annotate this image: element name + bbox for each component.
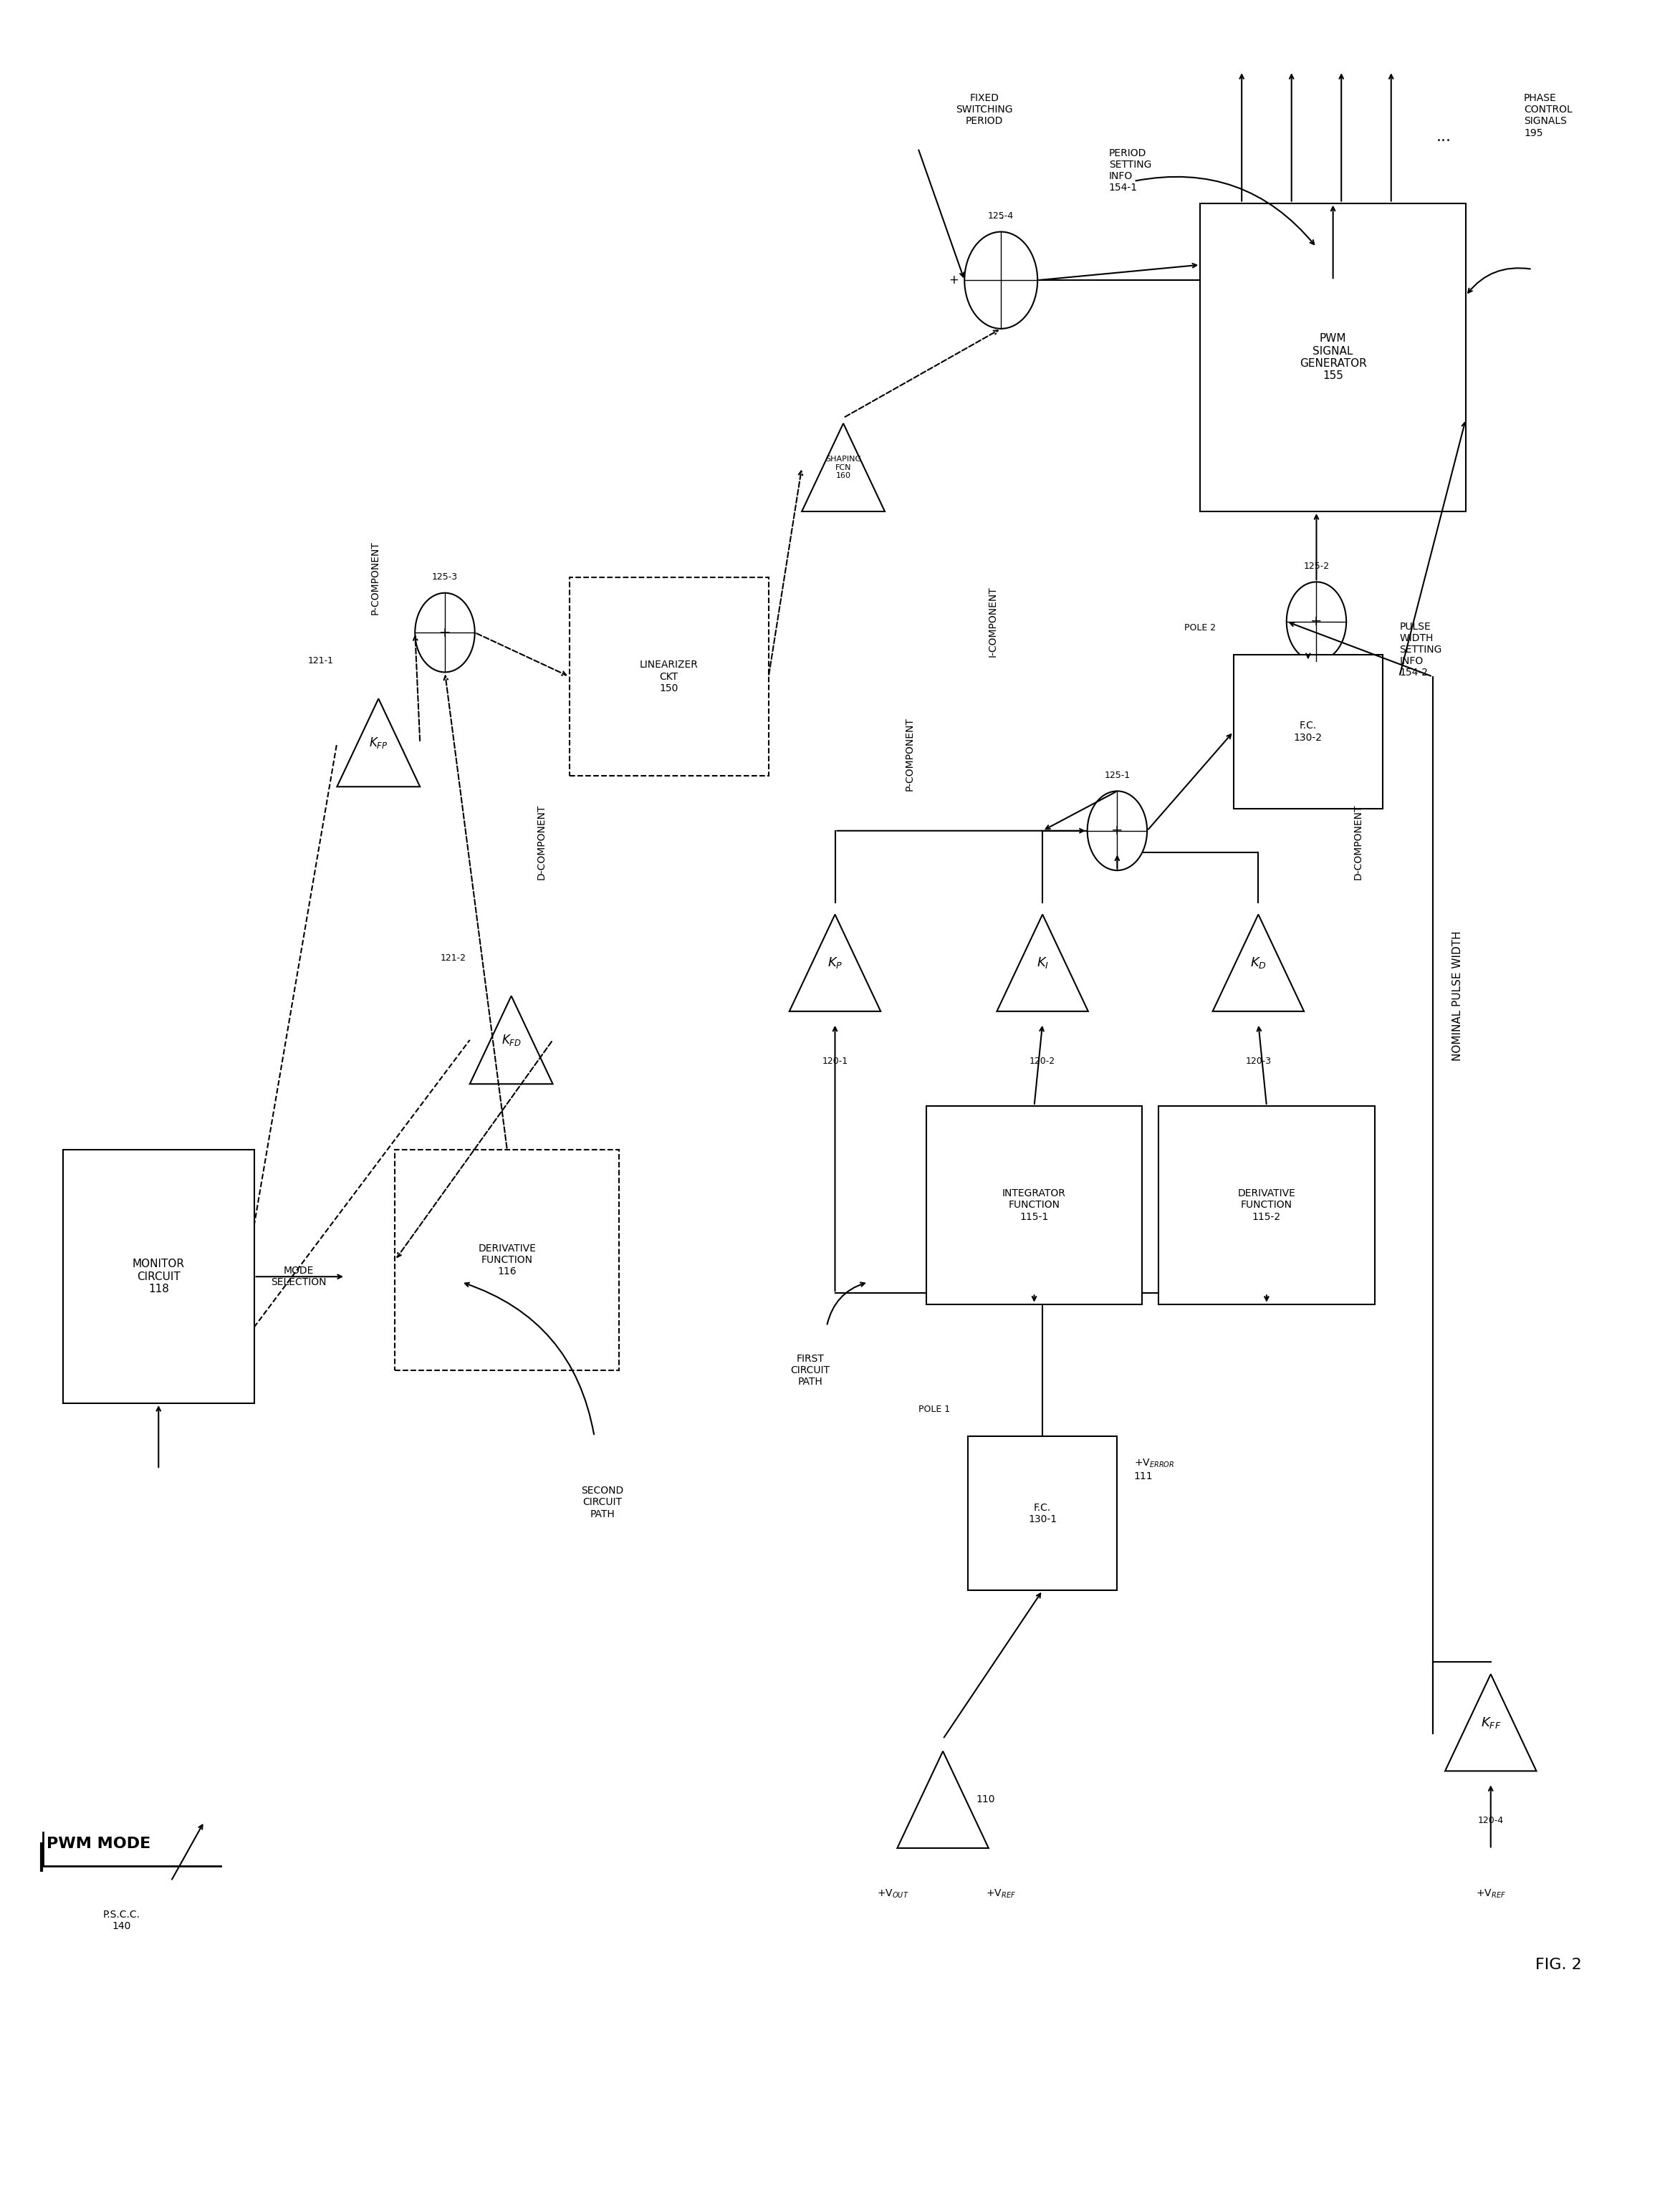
Text: 120-3: 120-3 <box>1246 1057 1271 1066</box>
Text: MONITOR
CIRCUIT
118: MONITOR CIRCUIT 118 <box>132 1259 185 1294</box>
Text: +: + <box>439 626 451 639</box>
Polygon shape <box>337 699 419 787</box>
Text: DERIVATIVE
FUNCTION
116: DERIVATIVE FUNCTION 116 <box>478 1243 536 1276</box>
Text: -: - <box>999 210 1004 223</box>
Text: +: + <box>1311 615 1323 628</box>
Text: MODE
SELECTION: MODE SELECTION <box>271 1265 326 1287</box>
Text: PWM
SIGNAL
GENERATOR
155: PWM SIGNAL GENERATOR 155 <box>1299 334 1366 380</box>
Text: PHASE
CONTROL
SIGNALS
195: PHASE CONTROL SIGNALS 195 <box>1525 93 1573 137</box>
Polygon shape <box>802 422 885 511</box>
Text: FIRST
CIRCUIT
PATH: FIRST CIRCUIT PATH <box>790 1354 830 1387</box>
Text: 120-4: 120-4 <box>1478 1816 1503 1825</box>
Text: $K_P$: $K_P$ <box>827 956 843 971</box>
Text: INTEGRATOR
FUNCTION
115-1: INTEGRATOR FUNCTION 115-1 <box>1002 1188 1065 1221</box>
Text: PERIOD
SETTING
INFO
154-1: PERIOD SETTING INFO 154-1 <box>1109 148 1151 192</box>
Text: I-COMPONENT: I-COMPONENT <box>987 586 997 657</box>
Text: ...: ... <box>1436 131 1451 144</box>
Text: $K_I$: $K_I$ <box>1037 956 1049 971</box>
Polygon shape <box>1212 914 1304 1011</box>
Text: POLE 1: POLE 1 <box>919 1405 950 1413</box>
Text: $K_{FF}$: $K_{FF}$ <box>1481 1717 1501 1730</box>
Text: 121-2: 121-2 <box>441 953 466 962</box>
FancyBboxPatch shape <box>63 1150 254 1402</box>
Text: +V$_{ERROR}$
111: +V$_{ERROR}$ 111 <box>1134 1458 1174 1482</box>
Circle shape <box>1087 792 1147 869</box>
Text: P-COMPONENT: P-COMPONENT <box>371 540 381 615</box>
Text: +V$_{REF}$: +V$_{REF}$ <box>985 1887 1015 1900</box>
Text: NOMINAL PULSE WIDTH: NOMINAL PULSE WIDTH <box>1453 931 1463 1062</box>
Polygon shape <box>790 914 880 1011</box>
Polygon shape <box>1445 1674 1536 1772</box>
Polygon shape <box>997 914 1089 1011</box>
Text: D-COMPONENT: D-COMPONENT <box>1353 803 1363 880</box>
Polygon shape <box>897 1752 989 1847</box>
FancyBboxPatch shape <box>569 577 768 776</box>
Text: FIXED
SWITCHING
PERIOD: FIXED SWITCHING PERIOD <box>955 93 1014 126</box>
FancyBboxPatch shape <box>1234 655 1383 810</box>
Text: PWM MODE: PWM MODE <box>47 1836 150 1851</box>
Text: PULSE
WIDTH
SETTING
INFO
154-2: PULSE WIDTH SETTING INFO 154-2 <box>1399 622 1441 679</box>
Text: 110: 110 <box>975 1794 995 1805</box>
Text: 125-2: 125-2 <box>1304 562 1329 571</box>
Text: F.C.
130-2: F.C. 130-2 <box>1294 721 1323 743</box>
FancyBboxPatch shape <box>927 1106 1142 1305</box>
Text: $K_{FD}$: $K_{FD}$ <box>501 1033 521 1046</box>
FancyBboxPatch shape <box>1201 204 1466 511</box>
Text: F.C.
130-1: F.C. 130-1 <box>1029 1502 1057 1524</box>
FancyBboxPatch shape <box>969 1436 1117 1590</box>
Text: LINEARIZER
CKT
150: LINEARIZER CKT 150 <box>640 659 698 692</box>
Text: SHAPING
FCN
160: SHAPING FCN 160 <box>825 456 862 480</box>
Text: POLE 2: POLE 2 <box>1184 624 1216 633</box>
Circle shape <box>1286 582 1346 661</box>
Text: FIG. 2: FIG. 2 <box>1536 1958 1581 1971</box>
Text: +: + <box>1111 823 1124 838</box>
Text: 121-1: 121-1 <box>307 657 334 666</box>
Circle shape <box>416 593 474 672</box>
Text: $K_{FP}$: $K_{FP}$ <box>369 737 387 750</box>
Text: $K_D$: $K_D$ <box>1251 956 1266 971</box>
Text: P-COMPONENT: P-COMPONENT <box>905 717 915 790</box>
Text: 120-1: 120-1 <box>822 1057 848 1066</box>
Text: +V$_{OUT}$: +V$_{OUT}$ <box>877 1887 908 1900</box>
Text: SECOND
CIRCUIT
PATH: SECOND CIRCUIT PATH <box>581 1486 625 1520</box>
Text: D-COMPONENT: D-COMPONENT <box>536 803 546 880</box>
Text: +: + <box>949 274 959 288</box>
Text: +V$_{REF}$: +V$_{REF}$ <box>1476 1887 1506 1900</box>
Text: DERIVATIVE
FUNCTION
115-2: DERIVATIVE FUNCTION 115-2 <box>1237 1188 1296 1221</box>
Circle shape <box>965 232 1037 330</box>
FancyBboxPatch shape <box>396 1150 620 1369</box>
Text: P.S.C.C.
140: P.S.C.C. 140 <box>102 1909 140 1931</box>
Text: 125-4: 125-4 <box>989 212 1014 221</box>
Polygon shape <box>469 995 553 1084</box>
Text: 125-1: 125-1 <box>1104 770 1131 781</box>
FancyBboxPatch shape <box>1159 1106 1374 1305</box>
Text: 125-3: 125-3 <box>433 573 458 582</box>
Text: 120-2: 120-2 <box>1030 1057 1055 1066</box>
